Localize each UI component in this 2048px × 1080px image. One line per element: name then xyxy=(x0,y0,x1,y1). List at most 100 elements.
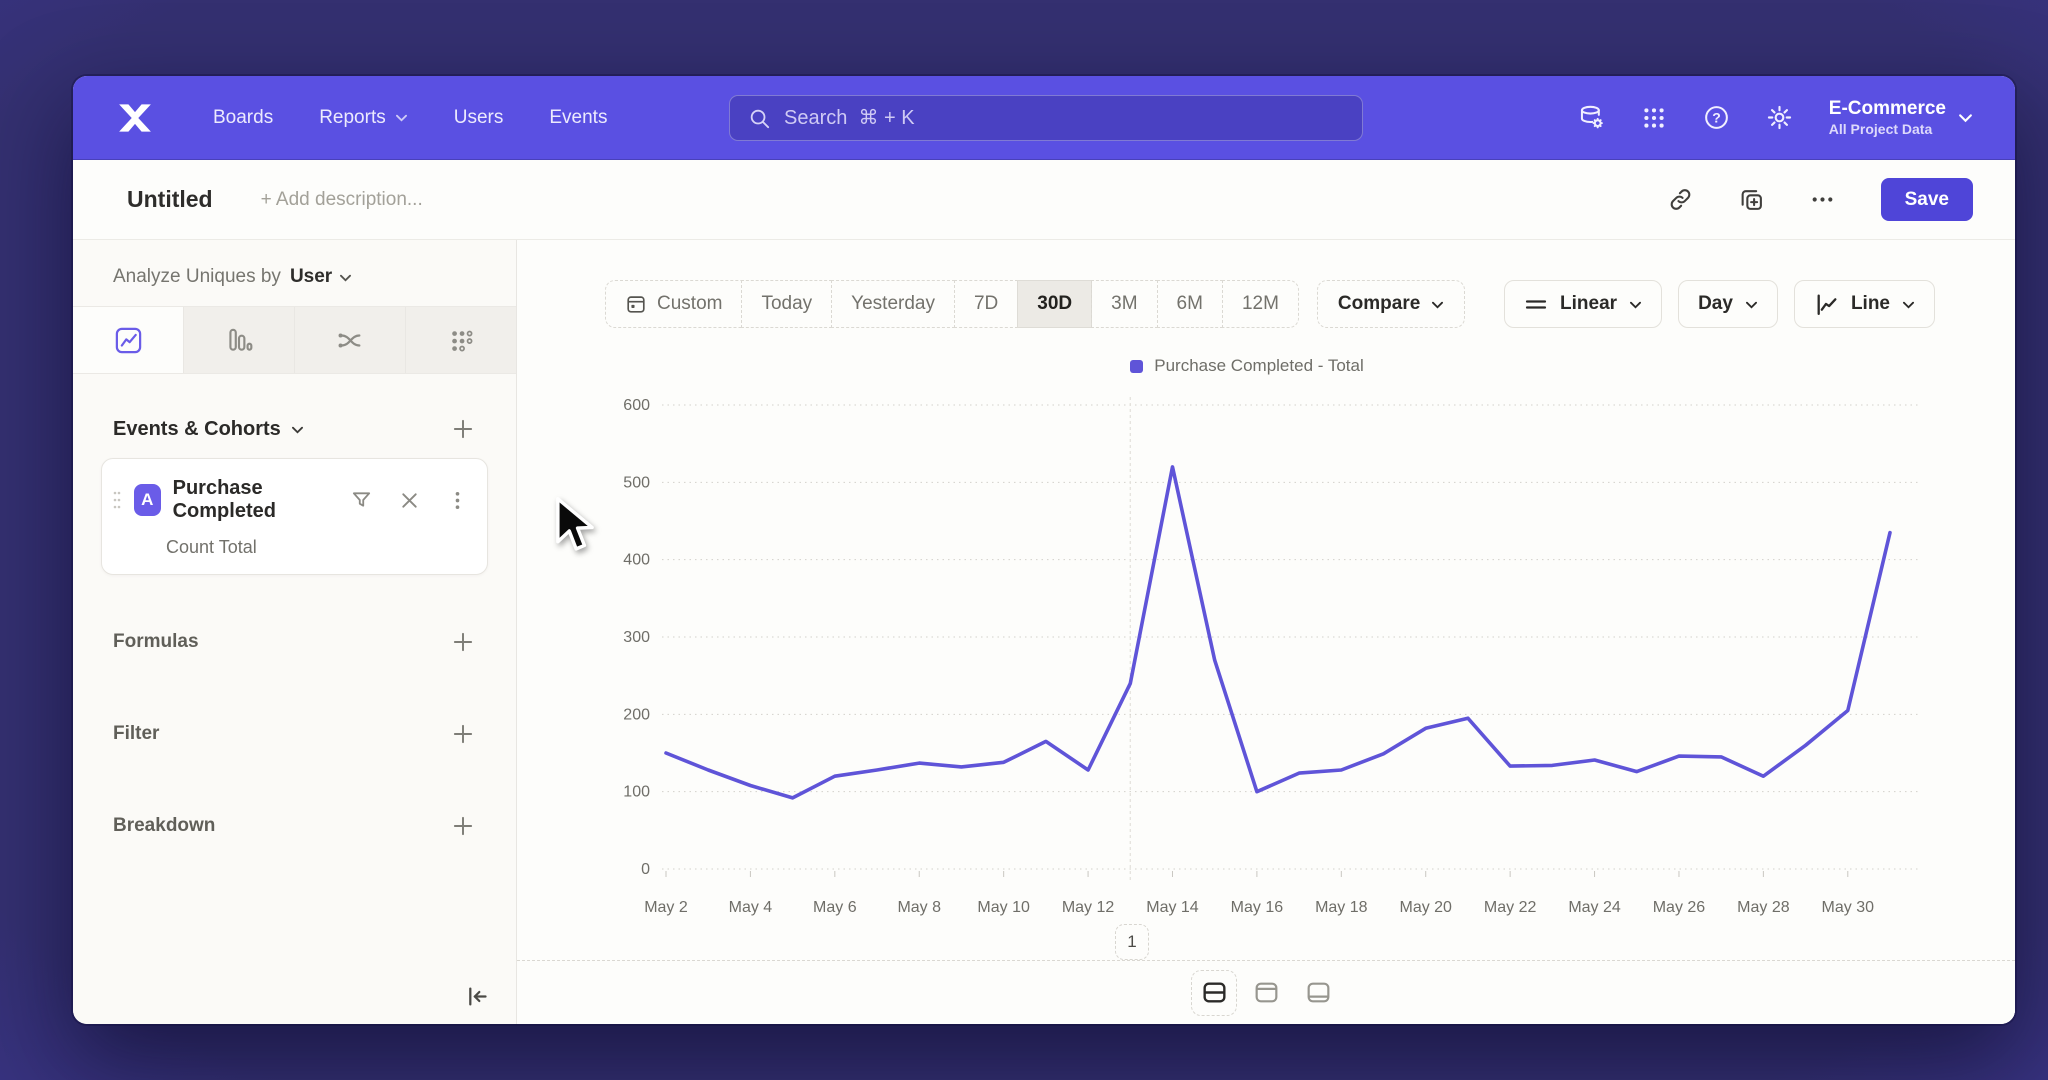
filter-funnel-icon[interactable] xyxy=(350,489,373,512)
line-chart[interactable]: 0 100 200 300 400 500 600 May 2 May 4 May 6 May 8 M… xyxy=(517,380,1977,940)
analyze-by-dropdown[interactable]: User xyxy=(290,266,352,288)
tab-insights[interactable] xyxy=(73,307,184,373)
chart-panel: Custom Today Yesterday 7D 30D 3M 6M 12M Compare… xyxy=(517,240,2015,1024)
retention-dots-icon xyxy=(452,330,473,352)
layout-bottom-button[interactable] xyxy=(1295,970,1341,1016)
nav-item-events[interactable]: Events xyxy=(549,107,607,129)
svg-text:May 28: May 28 xyxy=(1737,899,1790,916)
chart-type-label: Line xyxy=(1850,293,1890,314)
remove-event-icon[interactable] xyxy=(398,489,421,512)
range-today[interactable]: Today xyxy=(741,280,833,328)
save-button[interactable]: Save xyxy=(1880,178,1973,221)
search-input[interactable] xyxy=(784,106,1344,130)
chevron-down-icon xyxy=(395,114,407,122)
add-event-button[interactable] xyxy=(450,416,476,442)
collapse-sidebar-icon[interactable] xyxy=(463,983,490,1010)
section-label: Filter xyxy=(113,723,160,744)
project-switcher[interactable]: E-Commerce All Project Data xyxy=(1829,98,1973,138)
chevron-down-icon xyxy=(291,426,303,434)
analyze-value: User xyxy=(289,266,333,287)
range-label: 7D xyxy=(973,293,999,314)
svg-text:May 24: May 24 xyxy=(1568,899,1621,916)
section-breakdown: Breakdown xyxy=(73,813,516,839)
nav-item-boards[interactable]: Boards xyxy=(213,107,273,129)
flows-icon xyxy=(338,333,360,347)
tab-flows[interactable] xyxy=(295,307,406,373)
search-icon xyxy=(748,107,770,129)
line-chart-icon xyxy=(1817,294,1837,315)
svg-text:500: 500 xyxy=(623,474,650,491)
help-icon[interactable]: ? xyxy=(1703,104,1730,131)
search-bar[interactable] xyxy=(729,95,1363,141)
section-label: Breakdown xyxy=(113,815,216,836)
event-name[interactable]: Purchase Completed xyxy=(172,477,276,522)
nav-item-label: Reports xyxy=(319,106,386,128)
svg-text:May 26: May 26 xyxy=(1653,899,1706,916)
add-formulas-button[interactable] xyxy=(450,629,476,655)
events-cohorts-header[interactable]: Events & Cohorts xyxy=(113,418,304,441)
range-custom[interactable]: Custom xyxy=(605,280,743,328)
range-yesterday[interactable]: Yesterday xyxy=(831,280,955,328)
chart-type-dropdown[interactable]: Line xyxy=(1793,280,1935,328)
report-header: Untitled + Add description... Save xyxy=(73,160,2015,240)
chevron-down-icon xyxy=(1745,301,1757,309)
pagination-page-button[interactable]: 1 xyxy=(1115,924,1149,960)
project-name: E-Commerce xyxy=(1828,97,1946,119)
svg-text:May 14: May 14 xyxy=(1146,899,1199,916)
range-12m[interactable]: 12M xyxy=(1221,280,1299,328)
svg-text:300: 300 xyxy=(623,629,650,646)
nav-item-reports[interactable]: Reports xyxy=(319,107,408,129)
data-management-icon[interactable] xyxy=(1578,104,1605,131)
svg-text:0: 0 xyxy=(641,861,650,878)
add-breakdown-button[interactable] xyxy=(450,813,476,839)
svg-text:May 16: May 16 xyxy=(1231,899,1284,916)
layout-split-icon xyxy=(1202,982,1226,1003)
event-metric[interactable]: Count Total xyxy=(166,537,257,557)
range-7d[interactable]: 7D xyxy=(953,280,1019,328)
range-6m[interactable]: 6M xyxy=(1156,280,1223,328)
compare-button[interactable]: Compare xyxy=(1316,280,1466,328)
drag-handle-icon[interactable] xyxy=(112,489,122,511)
layout-top-button[interactable] xyxy=(1243,970,1289,1016)
range-3m[interactable]: 3M xyxy=(1091,280,1158,328)
layout-toggle-bar xyxy=(517,960,2015,1024)
layout-split-button[interactable] xyxy=(1191,969,1237,1016)
section-formulas: Formulas xyxy=(73,629,516,655)
svg-text:May 22: May 22 xyxy=(1484,899,1537,916)
mixpanel-logo-icon[interactable] xyxy=(115,99,159,137)
layout-bottom-icon xyxy=(1307,982,1329,1003)
add-description[interactable]: + Add description... xyxy=(260,188,423,210)
tab-bar-chart[interactable] xyxy=(184,307,295,373)
svg-text:May 18: May 18 xyxy=(1315,899,1368,916)
scale-dropdown[interactable]: Linear xyxy=(1504,280,1663,328)
duplicate-icon[interactable] xyxy=(1739,187,1764,212)
copy-link-icon[interactable] xyxy=(1668,187,1693,212)
settings-gear-icon[interactable] xyxy=(1766,104,1793,131)
chevron-down-icon xyxy=(1432,301,1444,309)
svg-text:May 8: May 8 xyxy=(897,899,941,916)
report-title[interactable]: Untitled xyxy=(127,186,213,212)
kebab-menu-icon[interactable] xyxy=(446,489,469,512)
tab-retention[interactable] xyxy=(406,307,516,373)
nav-item-users[interactable]: Users xyxy=(454,107,504,129)
svg-text:May 30: May 30 xyxy=(1822,899,1875,916)
interval-label: Day xyxy=(1698,293,1733,314)
event-badge: A xyxy=(134,484,161,516)
legend-swatch xyxy=(1130,359,1144,373)
insights-chart-icon xyxy=(115,327,141,353)
interval-dropdown[interactable]: Day xyxy=(1678,280,1778,328)
linear-scale-icon xyxy=(1525,300,1547,309)
event-card[interactable]: A Purchase Completed Count T xyxy=(101,458,488,575)
svg-text:200: 200 xyxy=(623,706,650,723)
add-filter-button[interactable] xyxy=(450,721,476,747)
nav-item-label: Users xyxy=(453,106,504,128)
nav-item-label: Boards xyxy=(213,106,274,128)
more-options-icon[interactable] xyxy=(1810,187,1835,212)
series-line xyxy=(664,465,1892,800)
range-30d[interactable]: 30D xyxy=(1017,280,1093,328)
svg-text:400: 400 xyxy=(623,552,650,569)
chevron-down-icon xyxy=(1630,301,1642,309)
apps-grid-icon[interactable] xyxy=(1641,105,1667,131)
chevron-down-icon xyxy=(1902,301,1914,309)
chart-legend[interactable]: Purchase Completed - Total xyxy=(517,356,1977,376)
